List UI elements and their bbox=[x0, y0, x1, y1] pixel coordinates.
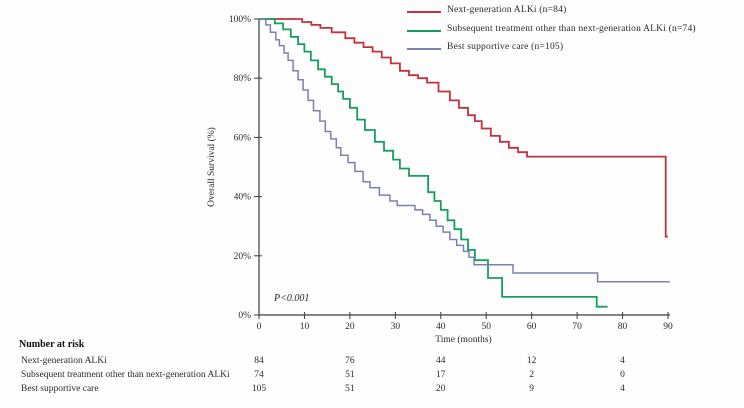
y-tick-label: 40% bbox=[234, 193, 252, 203]
at-risk-count: 84 bbox=[254, 356, 264, 366]
x-tick-label: 90 bbox=[663, 322, 673, 332]
at-risk-count: 4 bbox=[620, 384, 625, 394]
y-tick-label: 0% bbox=[238, 311, 251, 321]
legend-label: Best supportive care (n=105) bbox=[447, 42, 564, 52]
x-tick-label: 80 bbox=[618, 322, 628, 332]
at-risk-count: 4 bbox=[620, 356, 625, 366]
survival-curve-1 bbox=[259, 18, 608, 308]
x-tick-label: 40 bbox=[436, 322, 446, 332]
x-tick-label: 60 bbox=[527, 322, 537, 332]
survival-curve-0 bbox=[259, 18, 668, 238]
at-risk-count: 2 bbox=[529, 370, 535, 380]
at-risk-count: 17 bbox=[436, 370, 446, 380]
x-tick-label: 0 bbox=[257, 322, 262, 332]
y-tick-label: 100% bbox=[229, 15, 251, 25]
red-line-swatch bbox=[407, 11, 441, 13]
green-line-swatch bbox=[407, 29, 441, 32]
p-value-annotation: P<0.001 bbox=[274, 293, 310, 304]
y-tick-label: 80% bbox=[234, 74, 252, 84]
x-tick-label: 70 bbox=[572, 322, 582, 332]
at-risk-count: 76 bbox=[345, 356, 355, 366]
y-axis-title: Overall Survival (%) bbox=[206, 127, 217, 207]
x-axis-title: Time (months) bbox=[435, 334, 491, 345]
x-tick-label: 10 bbox=[300, 322, 310, 332]
x-tick-label: 50 bbox=[481, 322, 491, 332]
legend-label: Next-generation ALKi (n=84) bbox=[447, 5, 567, 15]
at-risk-count: 9 bbox=[529, 384, 535, 394]
at-risk-count: 51 bbox=[345, 370, 355, 380]
at-risk-count: 12 bbox=[526, 356, 537, 366]
survival-curve-2 bbox=[259, 18, 670, 283]
at-risk-counts-row: 84 76 44 12 4 bbox=[0, 356, 744, 369]
at-risk-count: 44 bbox=[436, 356, 446, 366]
at-risk-counts-row: 105 51 20 9 4 bbox=[0, 384, 744, 397]
x-tick-label: 30 bbox=[391, 322, 401, 332]
at-risk-count: 20 bbox=[436, 384, 446, 394]
number-at-risk-title: Number at risk bbox=[19, 339, 85, 350]
y-tick-label: 60% bbox=[234, 133, 252, 143]
at-risk-counts-row: 74 51 17 2 0 bbox=[0, 370, 744, 383]
at-risk-row-label-next-gen-alki: Next-generation ALKi bbox=[21, 356, 107, 366]
x-tick-label: 20 bbox=[345, 322, 355, 332]
legend-label: Subsequent treatment other than next-gen… bbox=[447, 23, 696, 34]
purple-line-swatch bbox=[407, 48, 441, 50]
at-risk-count: 0 bbox=[620, 370, 625, 380]
at-risk-row-label-best-supportive-care: Best supportive care bbox=[21, 384, 99, 394]
at-risk-count: 105 bbox=[251, 384, 267, 394]
at-risk-count: 51 bbox=[345, 384, 355, 394]
at-risk-count: 74 bbox=[254, 370, 264, 380]
at-risk-row-label-subsequent-treatment: Subsequent treatment other than next-gen… bbox=[21, 370, 230, 380]
y-tick-label: 20% bbox=[234, 252, 252, 262]
axes-lines bbox=[258, 19, 670, 316]
